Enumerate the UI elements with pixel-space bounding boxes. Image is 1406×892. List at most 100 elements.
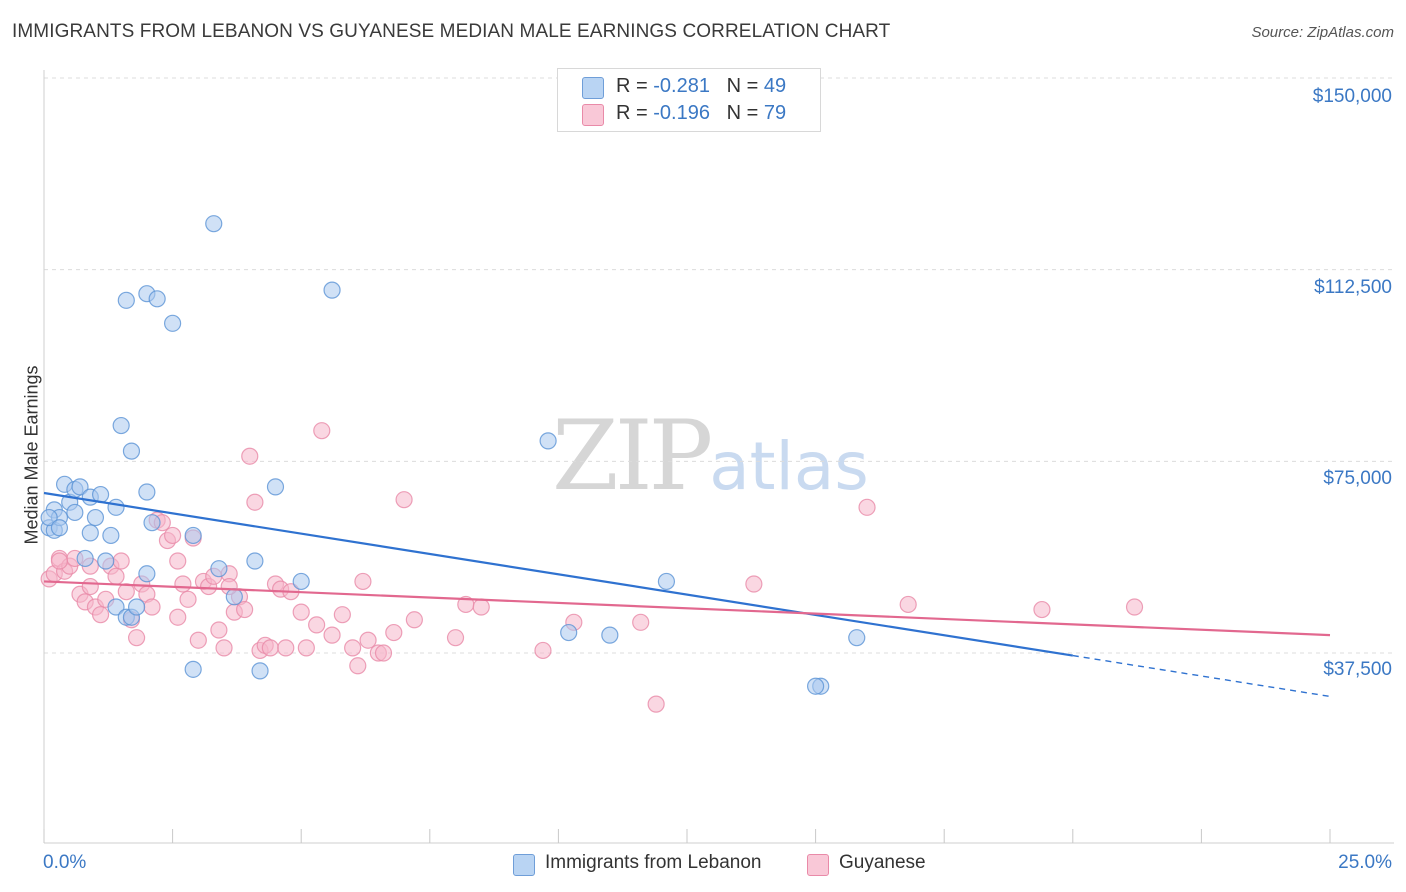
x-tick-label-max: 25.0%	[1338, 852, 1392, 873]
legend-r-value: -0.281	[653, 75, 710, 97]
guyanese-point	[112, 552, 130, 570]
guyanese-point	[50, 552, 69, 570]
lebanon-point	[806, 677, 825, 695]
lebanon-point	[81, 524, 99, 542]
guyanese-point	[277, 639, 295, 657]
legend-swatch-blue	[582, 77, 604, 99]
guyanese-point	[349, 657, 367, 675]
guyanese-point	[210, 621, 228, 639]
lebanon-point	[601, 626, 619, 644]
lebanon-point	[184, 660, 202, 678]
lebanon-point	[246, 552, 264, 570]
lebanon-point	[539, 432, 557, 450]
guyanese-point	[241, 447, 259, 465]
guyanese-point	[1125, 598, 1144, 616]
legend-r-label: R =	[616, 75, 654, 97]
lebanon-point	[184, 526, 202, 545]
lebanon-trend-extension	[1072, 654, 1331, 698]
guyanese-point	[858, 498, 876, 516]
lebanon-point	[107, 598, 125, 616]
guyanese-point	[107, 567, 125, 585]
series-legend-label: Immigrants from Lebanon	[545, 852, 762, 873]
y-tick-label-150000: $150,000	[1312, 86, 1392, 107]
lebanon-point	[225, 588, 243, 606]
guyanese-point	[359, 631, 377, 649]
guyanese-point	[91, 606, 110, 624]
guyanese-point	[174, 575, 192, 593]
lebanon-point	[86, 508, 105, 527]
guyanese-point	[169, 608, 187, 626]
lebanon-point	[266, 478, 285, 496]
lebanon-point	[112, 416, 130, 435]
guyanese-point	[164, 526, 182, 545]
guyanese-point	[179, 590, 197, 608]
lebanon-point	[97, 552, 115, 570]
lebanon-point	[323, 281, 341, 299]
lebanon-point	[107, 498, 125, 516]
lebanon-point	[560, 623, 578, 642]
guyanese-point	[308, 616, 326, 634]
guyanese-point	[323, 626, 341, 644]
lebanon-point	[71, 478, 89, 496]
guyanese-point	[385, 623, 403, 642]
lebanon-point	[210, 560, 228, 578]
lebanon-point	[40, 508, 58, 527]
lebanon-point	[138, 565, 156, 583]
guyanese-trend-line	[43, 580, 1331, 637]
lebanon-point	[848, 629, 866, 647]
lebanon-point	[148, 290, 166, 308]
lebanon-point	[66, 503, 84, 522]
lebanon-trend-line	[43, 491, 1073, 657]
guyanese-point	[395, 491, 413, 509]
guyanese-point	[354, 572, 372, 591]
series-legend: Immigrants from Lebanon Guyanese	[0, 852, 1406, 878]
lebanon-point	[122, 442, 141, 460]
watermark-atlas: atlas	[709, 428, 869, 505]
guyanese-point	[333, 606, 351, 624]
lebanon-point	[127, 598, 146, 616]
y-tick-label-37500: $37,500	[1323, 659, 1392, 680]
guyanese-point	[292, 603, 310, 621]
lebanon-point	[251, 662, 269, 680]
guyanese-point	[313, 422, 331, 440]
legend-n-label: N =	[726, 75, 764, 97]
guyanese-point	[534, 641, 552, 660]
guyanese-point	[745, 575, 763, 593]
legend-swatch-pink	[582, 104, 604, 126]
lebanon-point	[76, 549, 94, 568]
lebanon-point	[205, 215, 223, 233]
guyanese-point	[169, 552, 187, 570]
lebanon-point	[117, 291, 135, 309]
y-tick-label-112500: $112,500	[1314, 277, 1392, 298]
guyanese-point	[81, 577, 99, 596]
guyanese-point	[899, 595, 917, 614]
y-tick-label-75000: $75,000	[1323, 468, 1392, 489]
series-legend-label: Guyanese	[839, 852, 926, 873]
series-swatch-pink	[807, 854, 829, 876]
lebanon-point	[657, 572, 676, 591]
watermark: ZIPatlas	[552, 400, 869, 512]
watermark-zip: ZIP	[552, 400, 713, 512]
guyanese-point	[405, 611, 423, 629]
guyanese-point	[189, 631, 207, 649]
legend-n-value: 49	[763, 75, 787, 97]
guyanese-point	[261, 639, 279, 657]
y-axis-title: Median Male Earnings	[21, 365, 42, 545]
guyanese-point	[127, 629, 146, 647]
series-swatch-blue	[513, 854, 535, 876]
guyanese-point	[246, 493, 264, 511]
guyanese-point	[472, 598, 490, 616]
guyanese-point	[143, 598, 161, 616]
lebanon-point	[50, 519, 69, 537]
guyanese-point	[1033, 600, 1051, 619]
correlation-legend: R = -0.281 N = 49 R = -0.196 N = 79	[557, 68, 821, 132]
guyanese-point	[632, 613, 650, 631]
guyanese-point	[344, 639, 362, 657]
guyanese-point	[236, 600, 254, 619]
chart-title: IMMIGRANTS FROM LEBANON VS GUYANESE MEDI…	[12, 21, 891, 42]
lebanon-point	[164, 314, 182, 332]
guyanese-point	[647, 695, 665, 713]
lebanon-point	[292, 572, 310, 591]
legend-n-value: 79	[763, 102, 787, 124]
